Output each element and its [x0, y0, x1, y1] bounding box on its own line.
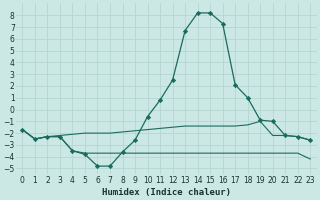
X-axis label: Humidex (Indice chaleur): Humidex (Indice chaleur): [102, 188, 231, 197]
